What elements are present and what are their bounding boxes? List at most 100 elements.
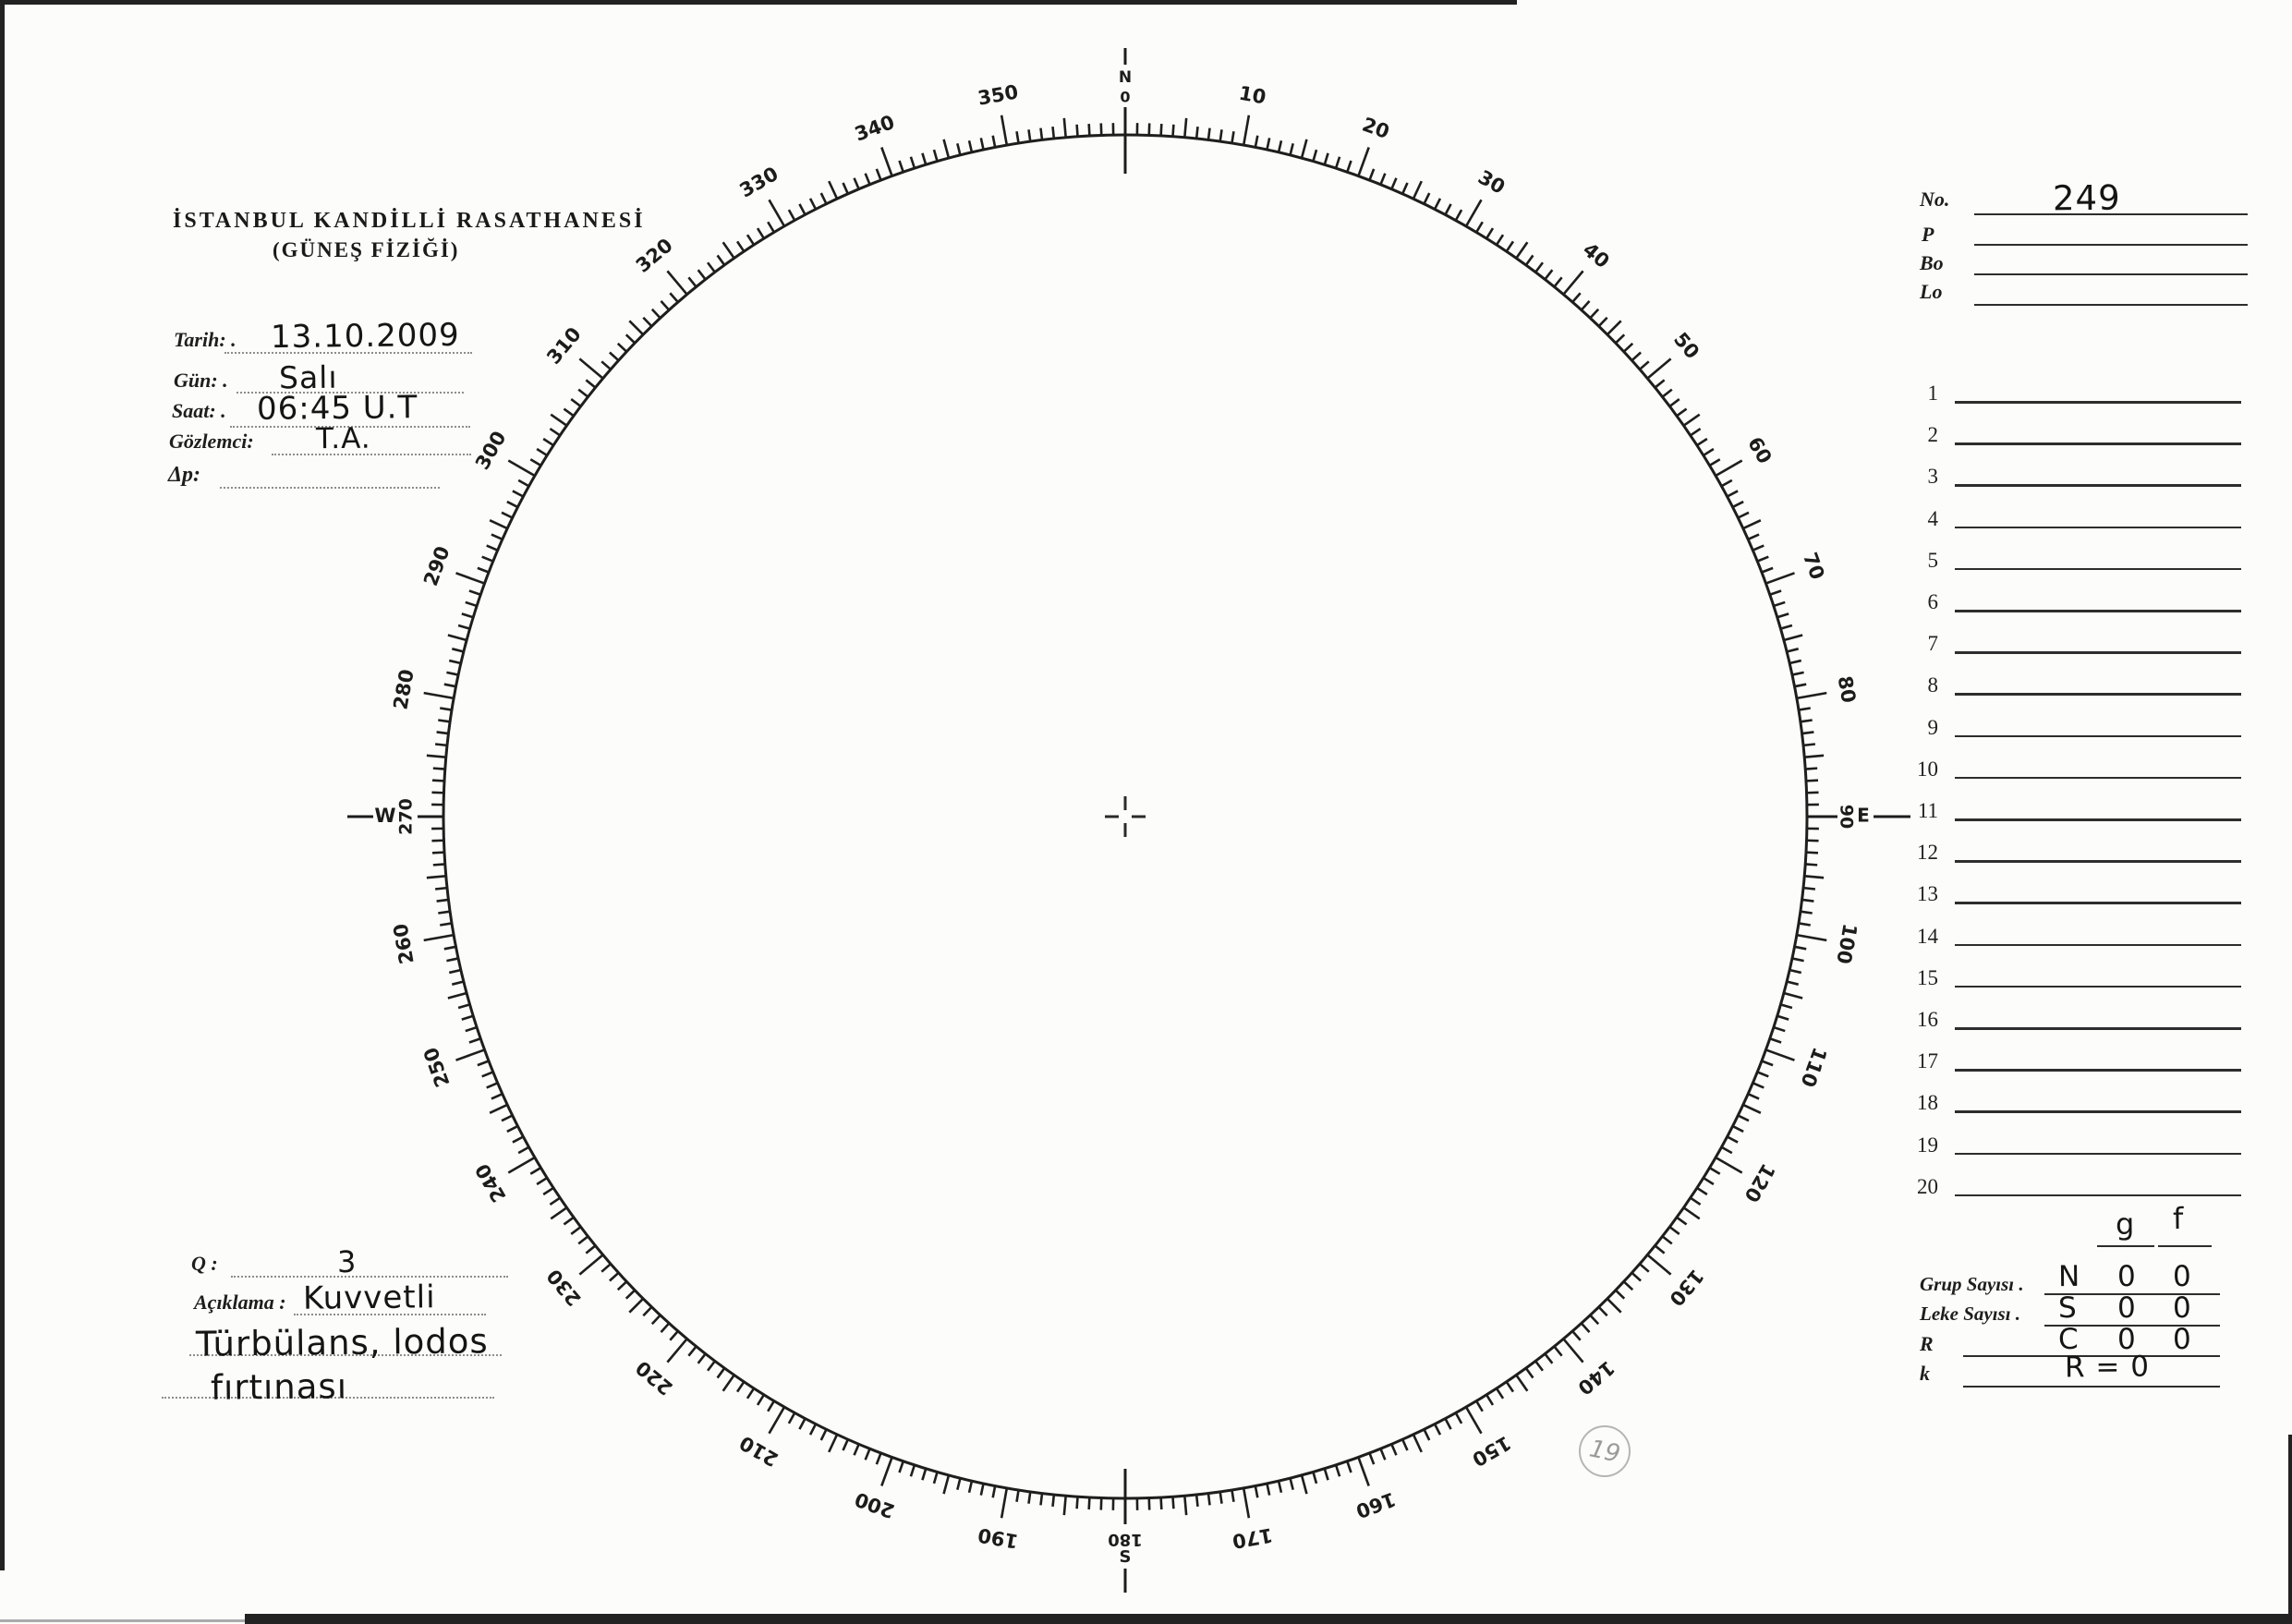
tick-273 bbox=[431, 779, 445, 782]
list-row-number-16: 16 bbox=[1917, 1008, 1938, 1031]
tick-19 bbox=[1346, 160, 1352, 173]
tick-87 bbox=[1805, 779, 1819, 782]
tick-16 bbox=[1312, 149, 1318, 162]
tick-310 bbox=[578, 358, 604, 380]
list-row-number-11: 11 bbox=[1917, 799, 1938, 822]
tick-352 bbox=[1027, 129, 1032, 142]
tick-348 bbox=[979, 138, 985, 151]
tick-188 bbox=[1027, 1491, 1032, 1504]
tick-7 bbox=[1207, 127, 1211, 140]
tick-84 bbox=[1802, 743, 1816, 747]
list-row-line-14 bbox=[1955, 943, 2241, 947]
list-row-number-12: 12 bbox=[1917, 841, 1938, 865]
tick-137 bbox=[1589, 1314, 1600, 1326]
tick-49 bbox=[1639, 360, 1650, 370]
tick-12 bbox=[1266, 138, 1271, 151]
tick-163 bbox=[1323, 1468, 1329, 1481]
tick-299 bbox=[517, 479, 530, 488]
tick-158 bbox=[1379, 1448, 1387, 1460]
tick-141 bbox=[1553, 1345, 1563, 1357]
tick-337 bbox=[853, 177, 860, 190]
tick-161 bbox=[1346, 1460, 1352, 1473]
tick-74 bbox=[1780, 624, 1793, 630]
tick-240 bbox=[507, 1156, 536, 1174]
tick-244 bbox=[501, 1114, 514, 1122]
tick-32 bbox=[1485, 227, 1495, 239]
tick-274 bbox=[432, 767, 445, 770]
tick-351 bbox=[1015, 131, 1020, 144]
tick-36 bbox=[1524, 254, 1534, 266]
tick-155 bbox=[1412, 1434, 1423, 1453]
tick-234 bbox=[563, 1216, 575, 1226]
list-row-line-18 bbox=[1955, 1110, 2241, 1113]
tick-59 bbox=[1708, 458, 1721, 467]
list-row-line-10 bbox=[1955, 776, 2241, 780]
list-row-number-13: 13 bbox=[1917, 882, 1938, 906]
tick-285 bbox=[447, 634, 467, 642]
tick-226 bbox=[625, 1289, 637, 1300]
tick-346 bbox=[956, 142, 962, 156]
list-row-line-7 bbox=[1955, 651, 2241, 654]
tick-254 bbox=[457, 1003, 470, 1010]
leke-sayisi-line bbox=[2044, 1325, 2220, 1327]
tick-101 bbox=[1794, 945, 1807, 951]
tick-192 bbox=[979, 1483, 985, 1496]
degree-label-290: 290 bbox=[419, 543, 455, 588]
tick-186 bbox=[1051, 1494, 1056, 1508]
north-degree-label: 0 bbox=[1120, 89, 1130, 106]
tick-187 bbox=[1039, 1493, 1044, 1506]
tick-342 bbox=[909, 156, 916, 169]
tick-221 bbox=[669, 1330, 679, 1341]
tick-121 bbox=[1708, 1166, 1721, 1175]
tick-126 bbox=[1676, 1216, 1688, 1226]
list-row-number-9: 9 bbox=[1927, 715, 1939, 739]
tick-26 bbox=[1423, 192, 1431, 205]
tick-147 bbox=[1495, 1388, 1505, 1400]
tick-50 bbox=[1646, 358, 1672, 380]
tick-115 bbox=[1742, 1103, 1762, 1114]
tick-297 bbox=[506, 500, 519, 509]
tick-335 bbox=[828, 180, 839, 200]
saat-label: Saat: . bbox=[172, 399, 226, 422]
south-letter: S bbox=[1120, 1547, 1132, 1567]
tick-311 bbox=[600, 360, 612, 370]
tarih-line bbox=[224, 352, 472, 354]
tick-214 bbox=[735, 1381, 746, 1393]
tick-138 bbox=[1580, 1322, 1591, 1333]
tick-329 bbox=[767, 221, 776, 234]
tick-172 bbox=[1219, 1491, 1223, 1504]
tick-190 bbox=[1000, 1487, 1009, 1519]
degree-label-40: 40 bbox=[1579, 238, 1614, 273]
tick-79 bbox=[1794, 683, 1807, 688]
tick-189 bbox=[1015, 1489, 1020, 1502]
tick-215 bbox=[722, 1374, 735, 1392]
list-row-number-7: 7 bbox=[1927, 632, 1939, 656]
list-row-number-10: 10 bbox=[1917, 757, 1938, 781]
tick-257 bbox=[448, 968, 462, 975]
tick-222 bbox=[660, 1322, 671, 1333]
tick-5 bbox=[1183, 117, 1188, 138]
col-g-underline bbox=[2097, 1245, 2154, 1247]
tick-209 bbox=[787, 1412, 796, 1424]
scan-edge-bottom-faint bbox=[0, 1619, 245, 1622]
institution-name: İSTANBUL KANDİLLİ RASATHANESİ bbox=[173, 209, 646, 233]
k-line bbox=[1963, 1386, 2220, 1388]
tick-341 bbox=[898, 160, 904, 173]
tick-203 bbox=[853, 1443, 860, 1456]
tick-112 bbox=[1756, 1071, 1769, 1078]
tick-134 bbox=[1614, 1289, 1626, 1300]
tick-129 bbox=[1654, 1244, 1666, 1254]
tick-197 bbox=[921, 1468, 928, 1481]
tick-219 bbox=[687, 1345, 697, 1357]
leke-value-col0: S bbox=[2057, 1291, 2078, 1326]
col-f-header: f bbox=[2172, 1200, 2185, 1237]
tick-347 bbox=[967, 139, 974, 153]
col-g-header: g bbox=[2115, 1206, 2136, 1242]
west-letter: W bbox=[374, 805, 395, 827]
degree-label-250: 250 bbox=[419, 1045, 455, 1090]
tick-217 bbox=[706, 1360, 716, 1372]
tick-8 bbox=[1219, 129, 1223, 142]
north-letter: N bbox=[1119, 68, 1132, 87]
scan-edge-bottom bbox=[245, 1614, 2292, 1624]
tick-118 bbox=[1727, 1135, 1739, 1144]
